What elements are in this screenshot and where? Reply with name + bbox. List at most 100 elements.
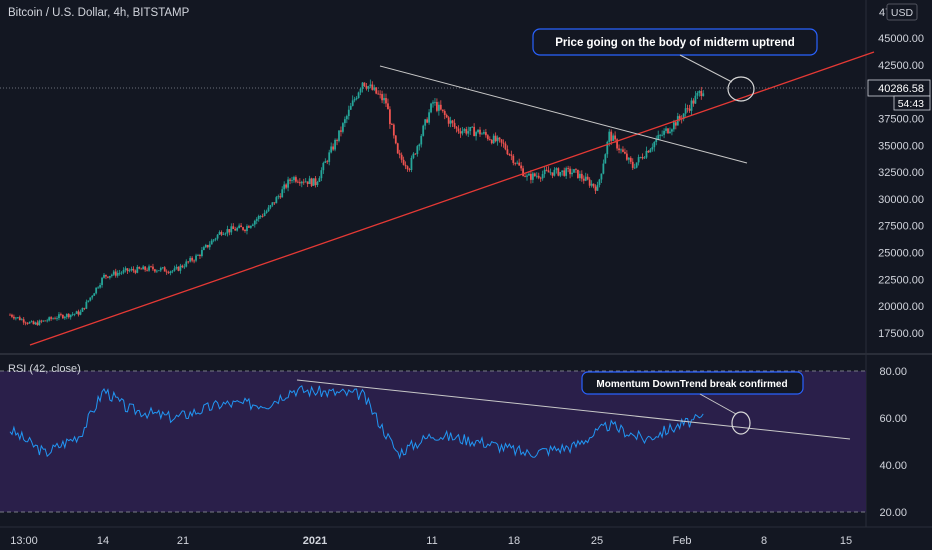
candle-body	[342, 123, 344, 132]
candle-body	[255, 219, 258, 221]
candle-body	[418, 144, 421, 147]
candle-body	[116, 273, 119, 276]
time-axis[interactable]: 13:00 14 21 2021 11 18 25 Feb 8 15	[10, 535, 852, 547]
rsi-downtrend-line[interactable]	[296, 379, 851, 440]
candle-body	[465, 129, 468, 134]
candle-body	[75, 311, 78, 314]
candle-body	[42, 320, 45, 322]
price-tick-label: 27500.00	[878, 221, 924, 233]
candle-body	[173, 268, 176, 271]
candle-body	[150, 266, 152, 268]
candle-body	[234, 228, 237, 231]
price-highlight-circle[interactable]	[727, 76, 755, 102]
downtrend-line[interactable]	[379, 65, 748, 164]
candle-body	[365, 86, 368, 89]
rsi-axis[interactable]: 80.00 60.00 40.00 20.00	[879, 366, 907, 519]
candle-body	[580, 173, 583, 179]
candle-body	[486, 135, 489, 140]
candle-body	[140, 268, 143, 270]
candle-body	[222, 234, 225, 236]
price-tick-label: 20000.00	[878, 301, 924, 313]
candle-body	[659, 134, 662, 136]
candle-body	[24, 322, 27, 324]
candle-body	[437, 104, 440, 111]
candle-body	[616, 139, 618, 149]
candle-body	[481, 133, 483, 135]
candle-body	[390, 124, 393, 125]
candle-body	[663, 130, 665, 135]
candle-body	[34, 322, 37, 325]
rsi-callout-box[interactable]	[581, 371, 804, 395]
rsi-highlight-circle[interactable]	[731, 411, 751, 435]
candle-body	[328, 152, 331, 162]
candle-body	[124, 268, 127, 270]
candle-body	[257, 215, 260, 220]
candle-body	[676, 116, 679, 126]
candle-body	[451, 120, 454, 123]
candle-body	[690, 100, 693, 111]
candle-body	[443, 111, 446, 115]
candle-body	[504, 143, 507, 150]
candle-body	[402, 159, 405, 165]
candle-body	[389, 109, 391, 125]
candle-body	[557, 168, 560, 176]
candle-body	[592, 183, 595, 187]
candle-body	[265, 211, 268, 213]
candle-body	[545, 169, 548, 171]
candle-body	[469, 127, 472, 132]
candle-body	[185, 261, 188, 267]
candle-body	[110, 274, 113, 276]
candle-body	[36, 322, 39, 326]
candle-body	[230, 226, 233, 233]
candle-body	[627, 157, 630, 160]
candle-body	[547, 170, 550, 173]
candle-body	[9, 314, 11, 316]
candle-body	[639, 157, 642, 158]
rsi-callout[interactable]: Momentum DownTrend break confirmed	[581, 371, 804, 415]
candle-body	[85, 301, 88, 309]
candle-body	[89, 297, 92, 301]
candle-body	[46, 320, 49, 322]
candle-body	[226, 229, 229, 234]
candle-body	[195, 255, 197, 261]
candle-body	[604, 154, 607, 164]
candle-body	[608, 131, 611, 142]
candle-body	[54, 318, 56, 320]
candle-body	[506, 149, 509, 155]
candle-body	[248, 226, 250, 228]
price-callout[interactable]: Price going on the body of midterm uptre…	[532, 28, 818, 83]
candle-body	[322, 162, 325, 171]
candle-body	[665, 128, 667, 131]
candle-body	[565, 168, 568, 176]
currency-badge[interactable]	[886, 3, 918, 21]
candle-body	[93, 293, 96, 296]
candle-body	[543, 169, 546, 175]
candle-body	[40, 320, 43, 322]
candle-body	[324, 161, 327, 163]
candle-body	[281, 189, 284, 198]
candle-body	[107, 276, 109, 278]
candle-body	[447, 117, 450, 124]
time-tick-label: 2021	[303, 535, 327, 547]
candle-body	[555, 168, 558, 170]
candle-body	[571, 172, 573, 175]
uptrend-line[interactable]	[29, 51, 875, 346]
price-axis[interactable]: 45000.00 42500.00 37500.00 35000.00 32500.00…	[878, 33, 924, 340]
candle-body	[279, 196, 282, 198]
candle-body	[22, 319, 25, 323]
candle-body	[44, 320, 47, 322]
rsi-tick-label: 60.00	[879, 413, 907, 425]
price-callout-box[interactable]	[532, 28, 818, 56]
candle-body	[228, 229, 231, 233]
candle-body	[161, 267, 164, 269]
candle-body	[122, 269, 125, 273]
candle-body	[152, 266, 154, 270]
candle-body	[220, 232, 223, 235]
candle-body	[349, 105, 352, 110]
candle-body	[508, 154, 511, 155]
candle-body	[293, 177, 295, 181]
candle-body	[101, 277, 103, 286]
candle-body	[232, 226, 235, 229]
candle-body	[65, 313, 68, 317]
